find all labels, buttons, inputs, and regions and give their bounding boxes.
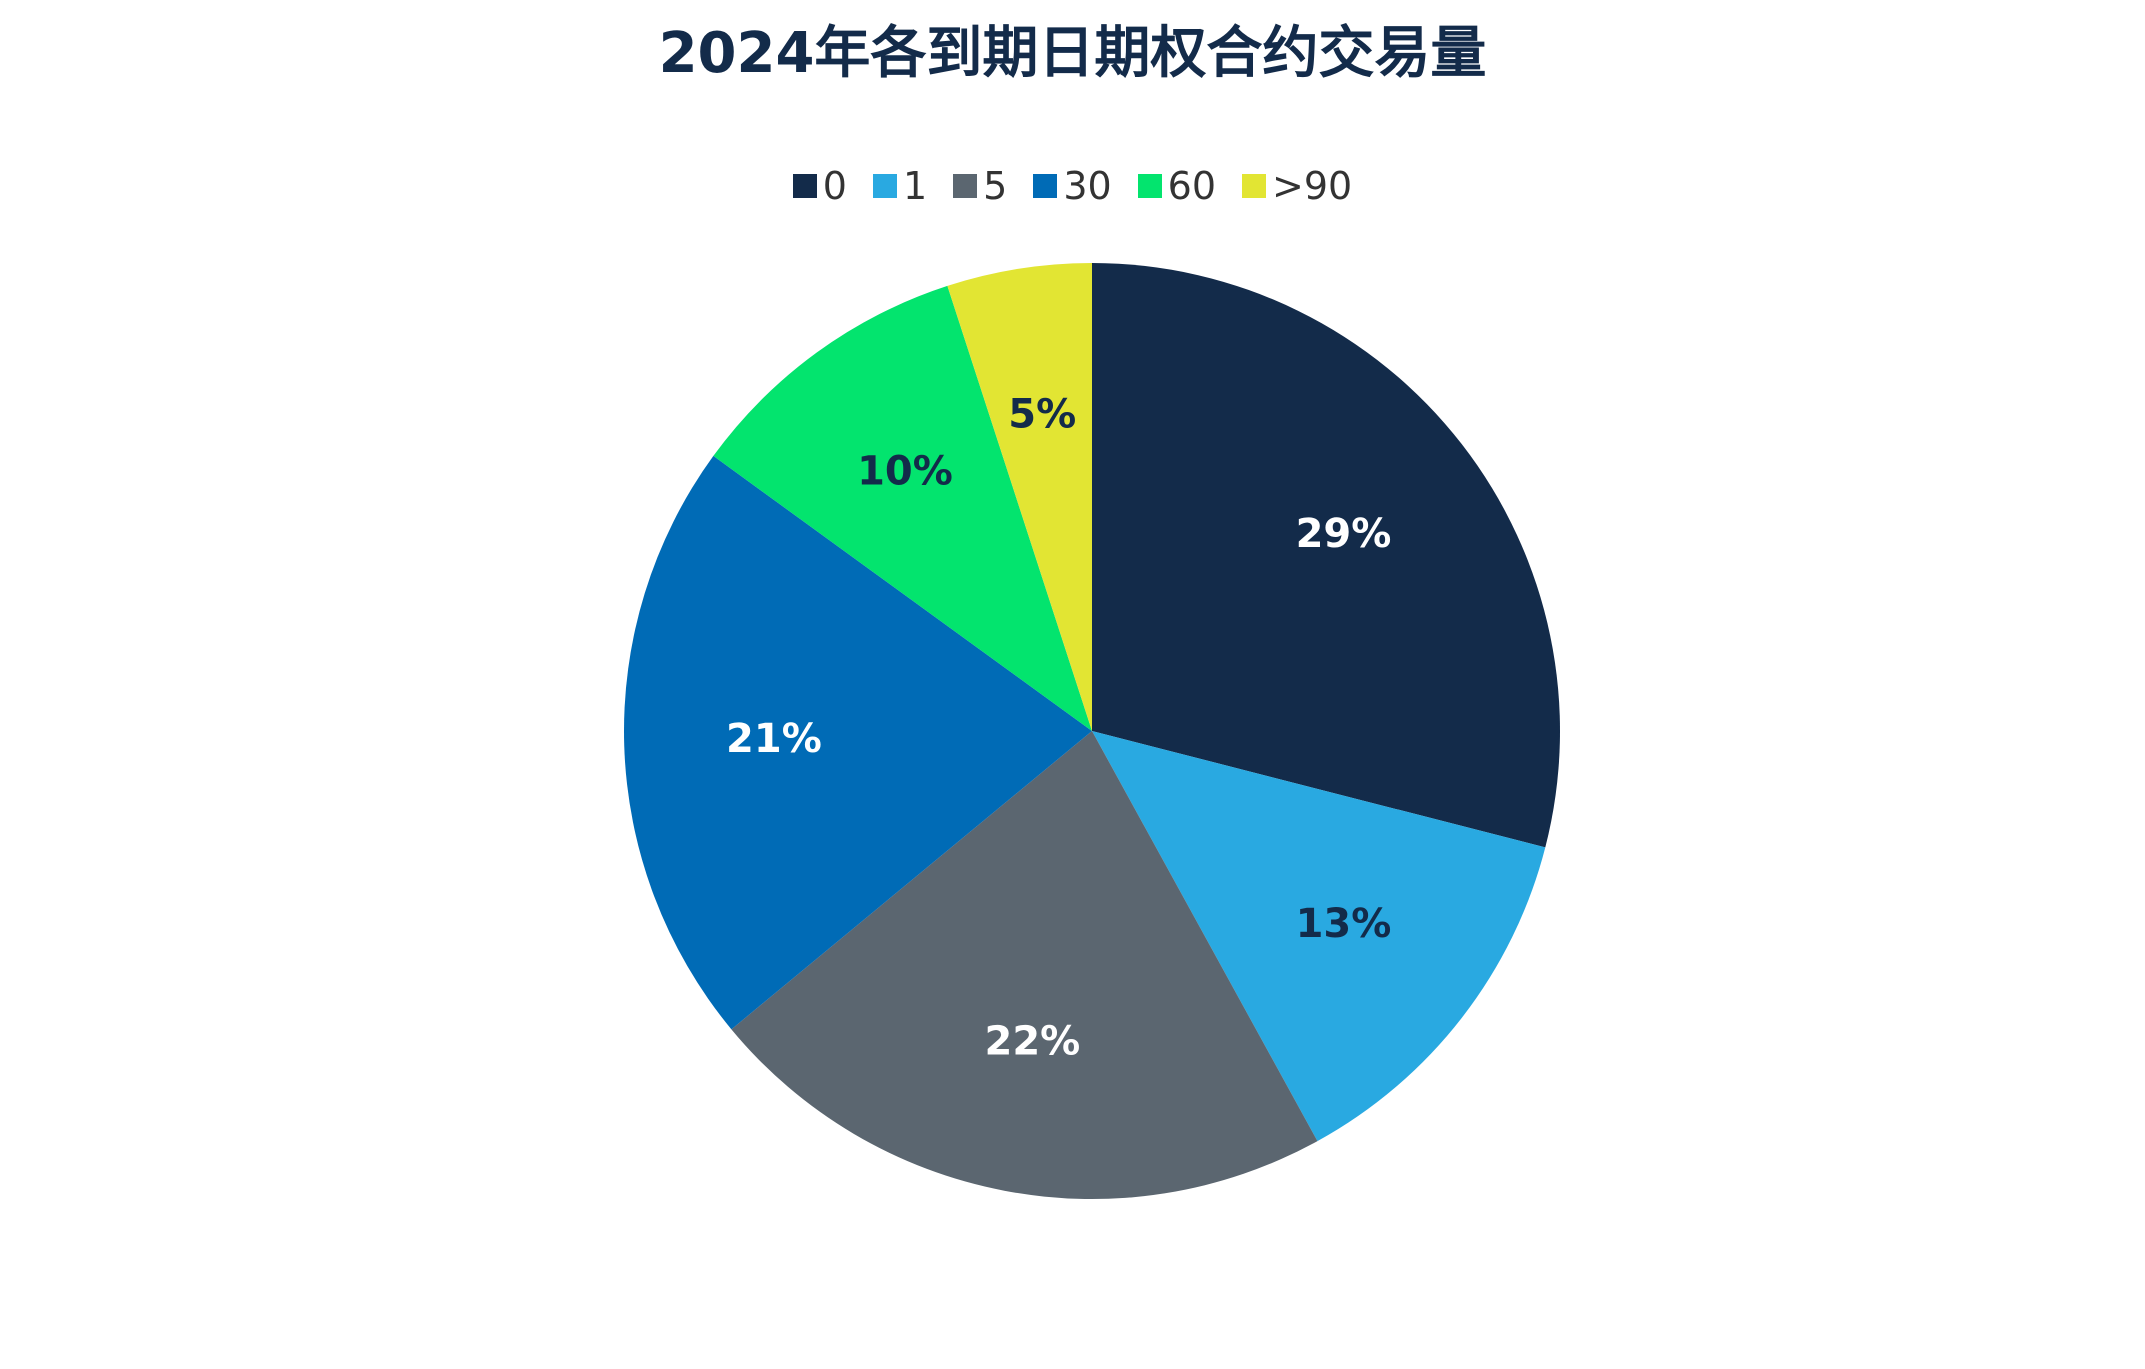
pie-slice: [1092, 731, 1546, 1142]
legend-label: 60: [1167, 164, 1217, 208]
legend-label: 5: [983, 164, 1008, 208]
data-label: 21%: [726, 716, 822, 762]
legend-item: 30: [1033, 164, 1112, 208]
legend-swatch: [1137, 174, 1162, 198]
legend-swatch: [953, 174, 978, 198]
legend-item: 5: [953, 164, 1007, 208]
pie-slice: [731, 731, 1318, 1200]
data-label: 13%: [1296, 901, 1392, 947]
data-label: 22%: [984, 1019, 1080, 1065]
legend-item: >90: [1242, 164, 1352, 208]
legend-swatch: [792, 174, 817, 198]
legend-item: 60: [1137, 164, 1217, 208]
pie-slice: [947, 263, 1092, 731]
legend-label: >90: [1272, 164, 1353, 208]
chart-title: 2024年各到期日期权合约交易量: [658, 21, 1487, 86]
legend-label: 30: [1063, 164, 1112, 208]
legend-label: 0: [822, 164, 847, 208]
legend: 0 1 5 30 60 >90: [0, 164, 2145, 208]
data-label: 10%: [857, 449, 953, 495]
data-label: 29%: [1296, 511, 1392, 557]
pie-slice: [1092, 263, 1560, 848]
data-label: 5%: [1008, 392, 1076, 438]
legend-swatch: [1242, 174, 1267, 198]
legend-swatch: [872, 174, 897, 198]
legend-item: 0: [792, 164, 847, 208]
pie-slice: [624, 455, 1092, 1030]
legend-label: 1: [902, 164, 928, 208]
pie-slice: [713, 285, 1092, 731]
legend-item: 1: [872, 164, 928, 208]
legend-swatch: [1033, 174, 1058, 198]
